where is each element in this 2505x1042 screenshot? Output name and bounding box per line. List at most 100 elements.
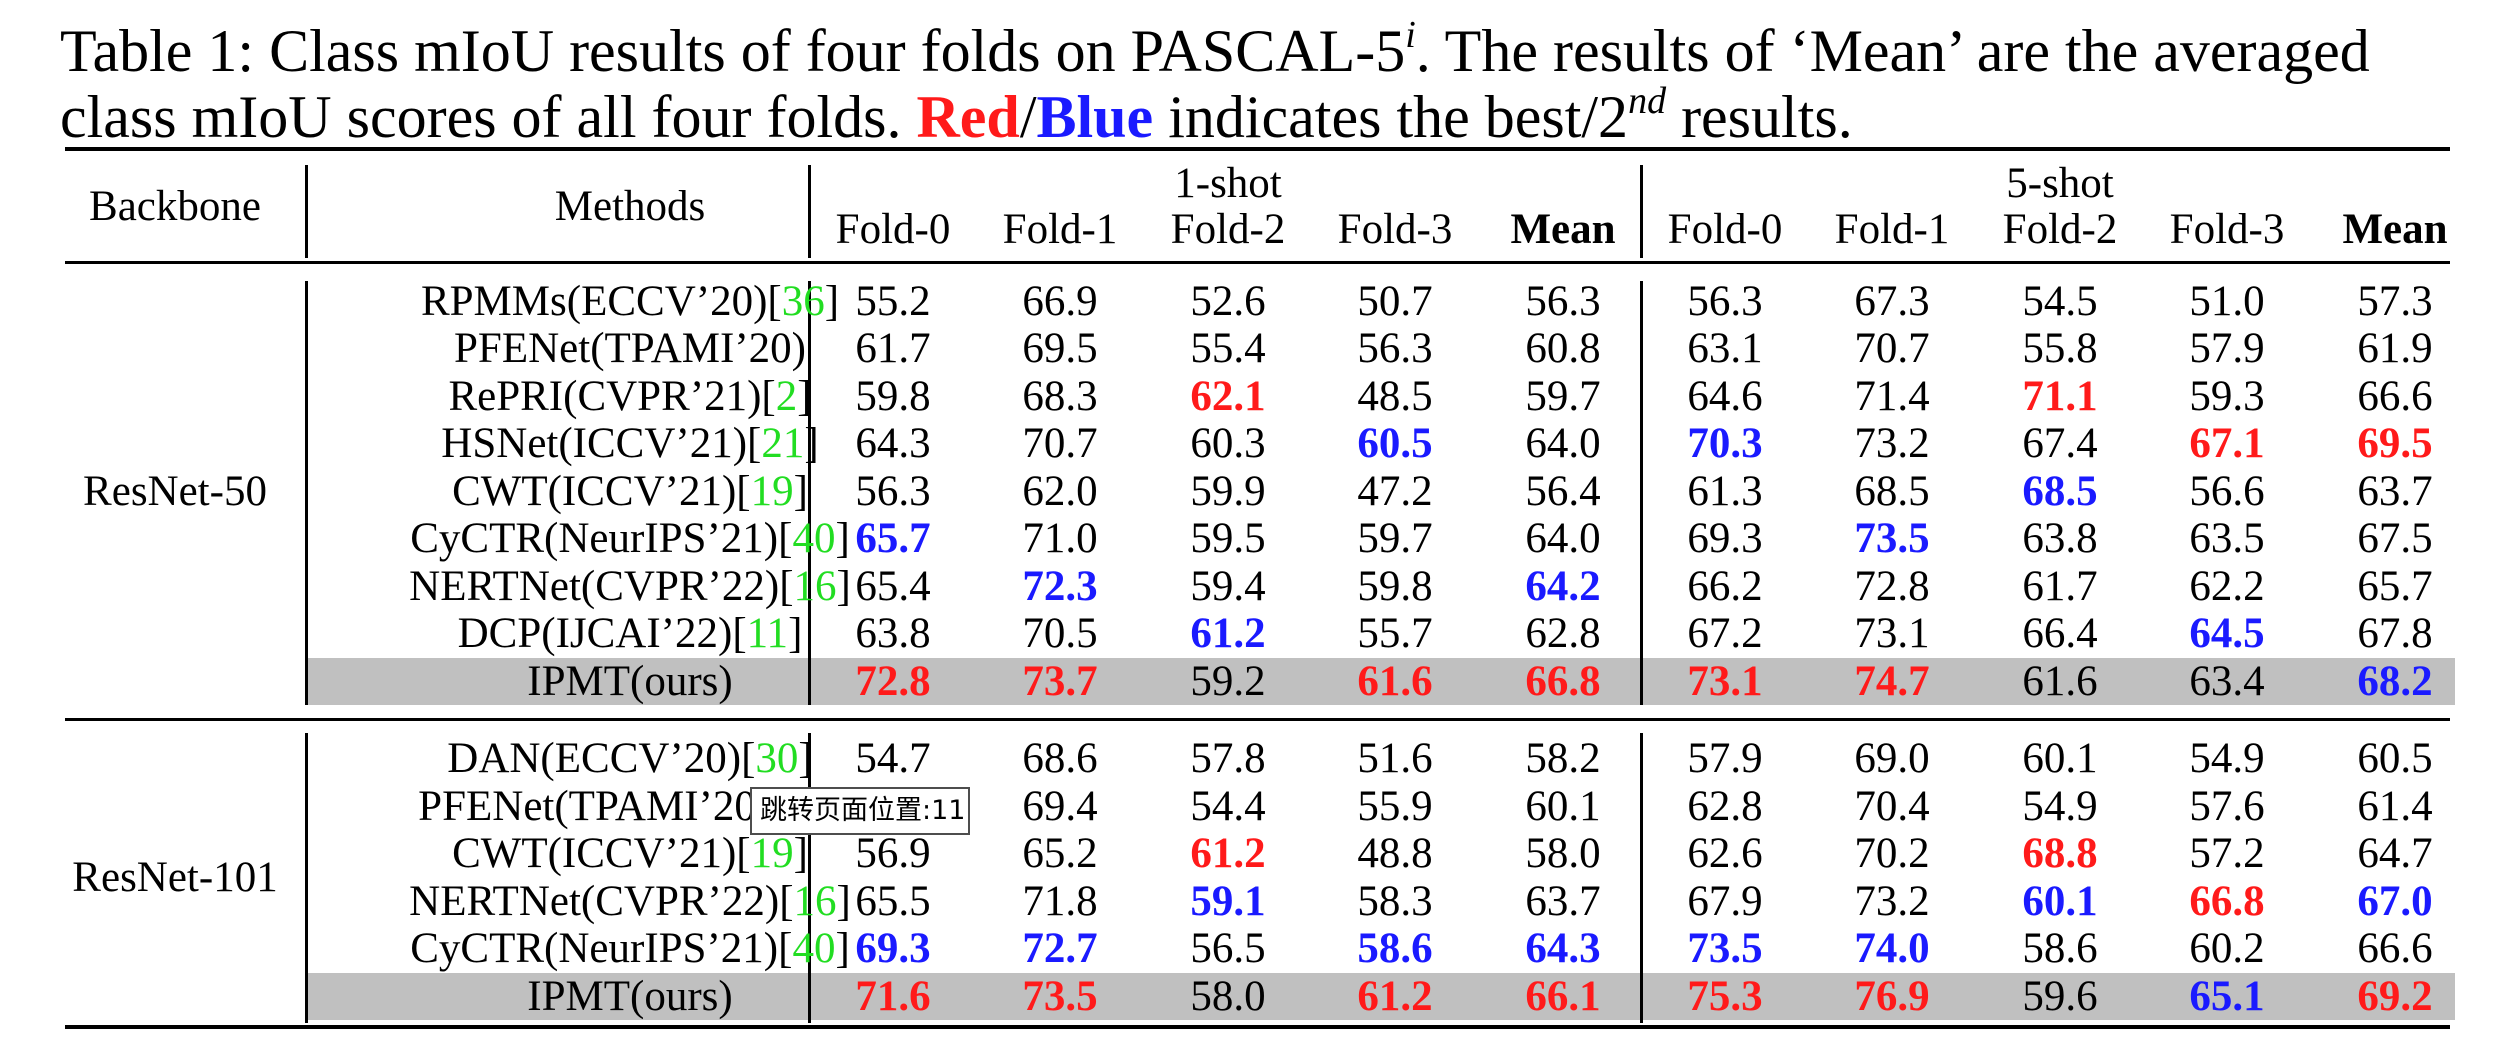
citation-link[interactable]: 30	[755, 735, 799, 782]
table-cell: 67.0	[2357, 878, 2433, 925]
citation-link[interactable]: 16	[793, 563, 837, 610]
method-name: CWT(ICCV’21)[19]	[452, 468, 808, 516]
table-cell: 54.9	[2022, 783, 2098, 830]
citation-bracket: ]	[788, 610, 803, 657]
table-cell: 70.7	[1854, 325, 1930, 372]
table-caption: Table 1: Class mIoU results of four fold…	[60, 16, 2460, 150]
table-cell: 65.4	[855, 563, 931, 610]
table-cell: 67.9	[1687, 878, 1763, 925]
method-name: DAN(ECCV’20)[30]	[447, 735, 812, 783]
table-cell: 56.3	[855, 468, 931, 515]
table-cell: 65.1	[2189, 973, 2265, 1020]
table-cell: 67.4	[2022, 420, 2098, 467]
citation-bracket: ]	[793, 468, 808, 515]
table-cell: 59.5	[1190, 515, 1266, 562]
top-rule	[65, 147, 2450, 151]
table-cell: 68.3	[1022, 373, 1098, 420]
table-cell: 59.3	[2189, 373, 2265, 420]
table-cell: 56.3	[1357, 325, 1433, 372]
citation-link[interactable]: 21	[761, 420, 805, 467]
method-label: PFENet(TPAMI’20)[	[418, 783, 785, 830]
table-cell: 63.4	[2189, 658, 2265, 705]
column-header: Fold-1	[1834, 206, 1950, 253]
method-name: DCP(IJCAI’22)[11]	[458, 610, 803, 658]
method-name: IPMT(ours)	[527, 973, 732, 1021]
citation-link[interactable]: 19	[750, 830, 794, 877]
column-header: Fold-0	[1667, 206, 1783, 253]
table-cell: 64.3	[1525, 925, 1601, 972]
table-cell: 57.8	[1190, 735, 1266, 782]
table-cell: 73.5	[1687, 925, 1763, 972]
table-cell: 60.2	[2189, 925, 2265, 972]
table-cell: 61.6	[1357, 658, 1433, 705]
table-cell: 56.6	[2189, 468, 2265, 515]
backbone-label: ResNet-50	[83, 468, 267, 515]
citation-bracket: ]	[793, 830, 808, 877]
table-cell: 70.4	[1854, 783, 1930, 830]
table-cell: 67.8	[2357, 610, 2433, 657]
table-cell: 72.8	[855, 658, 931, 705]
table-cell: 71.8	[1022, 878, 1098, 925]
method-label: NERTNet(CVPR’22)[	[409, 878, 794, 925]
column-header: Fold-3	[2169, 206, 2285, 253]
table-cell: 60.3	[1190, 420, 1266, 467]
table-cell: 55.4	[1190, 325, 1266, 372]
column-header: Mean	[2342, 206, 2448, 253]
table-cell: 56.3	[1525, 278, 1601, 325]
table-cell: 58.0	[1525, 830, 1601, 877]
citation-bracket: ]	[836, 878, 851, 925]
method-label: NERTNet(CVPR’22)[	[409, 563, 794, 610]
table-cell: 52.6	[1190, 278, 1266, 325]
table-cell: 63.5	[2189, 515, 2265, 562]
table-cell: 68.8	[2022, 830, 2098, 877]
citation-link[interactable]: 2	[775, 373, 798, 420]
table-cell: 64.3	[855, 420, 931, 467]
table-cell: 64.6	[1687, 373, 1763, 420]
table-cell: 71.4	[1854, 373, 1930, 420]
table-cell: 59.2	[1190, 658, 1266, 705]
table-cell: 69.3	[1687, 515, 1763, 562]
column-header: Fold-0	[835, 206, 951, 253]
table-cell: 74.0	[1854, 925, 1930, 972]
citation-bracket: ]	[835, 925, 850, 972]
table-cell: 55.7	[1357, 610, 1433, 657]
citation-link[interactable]: 11	[746, 610, 789, 657]
table-cell: 62.8	[1687, 783, 1763, 830]
table-cell: 73.5	[1854, 515, 1930, 562]
citation-link[interactable]: 40	[792, 515, 836, 562]
table-cell: 61.2	[1357, 973, 1433, 1020]
table-cell: 48.8	[1357, 830, 1433, 877]
method-label: HSNet(ICCV’21)[	[441, 420, 762, 467]
table-cell: 69.3	[855, 925, 931, 972]
table-cell: 73.7	[1022, 658, 1098, 705]
citation-link[interactable]: 19	[750, 468, 794, 515]
table-cell: 73.5	[1022, 973, 1098, 1020]
vline-shot-group2	[1640, 733, 1643, 1023]
caption-sup-i: i	[1405, 14, 1416, 56]
method-label: IPMT(ours)	[527, 973, 733, 1020]
table-cell: 64.0	[1525, 515, 1601, 562]
table-cell: 50.7	[1357, 278, 1433, 325]
table-cell: 69.4	[1022, 783, 1098, 830]
table-cell: 60.8	[1525, 325, 1601, 372]
page-jump-tooltip: 跳转页面位置:11	[750, 787, 970, 835]
table-cell: 58.0	[1190, 973, 1266, 1020]
citation-link[interactable]: 16	[793, 878, 837, 925]
method-label: DAN(ECCV’20)[	[447, 735, 756, 782]
table-cell: 75.3	[1687, 973, 1763, 1020]
table-cell: 61.6	[2022, 658, 2098, 705]
citation-link[interactable]: 36	[781, 278, 825, 325]
table-cell: 76.9	[1854, 973, 1930, 1020]
table-cell: 62.1	[1190, 373, 1266, 420]
table-cell: 64.0	[1525, 420, 1601, 467]
table-cell: 57.2	[2189, 830, 2265, 877]
table-cell: 56.4	[1525, 468, 1601, 515]
citation-bracket: ]	[804, 420, 819, 467]
table-cell: 66.8	[1525, 658, 1601, 705]
caption-blue-word: Blue	[1036, 84, 1154, 150]
table-cell: 65.5	[855, 878, 931, 925]
citation-link[interactable]: 40	[792, 925, 836, 972]
highlight-ipmt-resnet101	[305, 973, 2455, 1020]
method-name: IPMT(ours)	[527, 658, 732, 706]
table-cell: 71.0	[1022, 515, 1098, 562]
